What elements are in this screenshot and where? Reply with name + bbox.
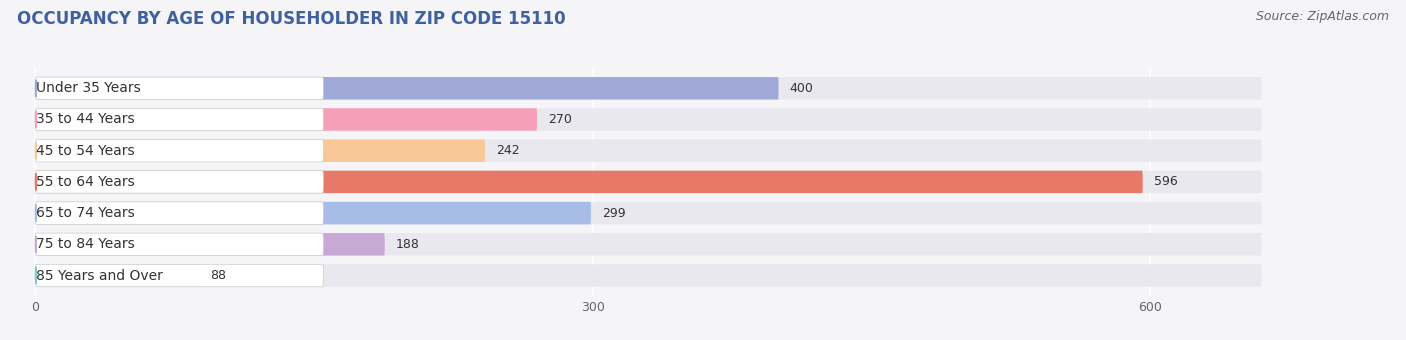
FancyBboxPatch shape <box>35 171 323 193</box>
FancyBboxPatch shape <box>35 108 323 131</box>
Text: OCCUPANCY BY AGE OF HOUSEHOLDER IN ZIP CODE 15110: OCCUPANCY BY AGE OF HOUSEHOLDER IN ZIP C… <box>17 10 565 28</box>
FancyBboxPatch shape <box>35 139 485 162</box>
Text: 35 to 44 Years: 35 to 44 Years <box>37 113 135 126</box>
Text: 45 to 54 Years: 45 to 54 Years <box>37 144 135 158</box>
FancyBboxPatch shape <box>35 108 1261 131</box>
FancyBboxPatch shape <box>35 77 779 100</box>
Text: Under 35 Years: Under 35 Years <box>37 81 141 95</box>
FancyBboxPatch shape <box>35 233 385 256</box>
FancyBboxPatch shape <box>35 202 323 224</box>
Text: 242: 242 <box>496 144 520 157</box>
FancyBboxPatch shape <box>35 264 1261 287</box>
Text: 299: 299 <box>602 207 626 220</box>
FancyBboxPatch shape <box>35 171 1261 193</box>
FancyBboxPatch shape <box>35 108 537 131</box>
Text: 88: 88 <box>209 269 226 282</box>
Text: 55 to 64 Years: 55 to 64 Years <box>37 175 135 189</box>
FancyBboxPatch shape <box>35 264 198 287</box>
FancyBboxPatch shape <box>35 77 323 100</box>
Text: 75 to 84 Years: 75 to 84 Years <box>37 237 135 251</box>
Text: 596: 596 <box>1154 175 1178 188</box>
Text: 65 to 74 Years: 65 to 74 Years <box>37 206 135 220</box>
Text: Source: ZipAtlas.com: Source: ZipAtlas.com <box>1256 10 1389 23</box>
Text: 400: 400 <box>790 82 814 95</box>
FancyBboxPatch shape <box>35 233 323 256</box>
FancyBboxPatch shape <box>35 171 1143 193</box>
FancyBboxPatch shape <box>35 233 1261 256</box>
FancyBboxPatch shape <box>35 202 591 224</box>
FancyBboxPatch shape <box>35 139 323 162</box>
Text: 270: 270 <box>548 113 572 126</box>
Text: 188: 188 <box>396 238 420 251</box>
FancyBboxPatch shape <box>35 202 1261 224</box>
FancyBboxPatch shape <box>35 264 323 287</box>
Text: 85 Years and Over: 85 Years and Over <box>37 269 163 283</box>
FancyBboxPatch shape <box>35 77 1261 100</box>
FancyBboxPatch shape <box>35 139 1261 162</box>
